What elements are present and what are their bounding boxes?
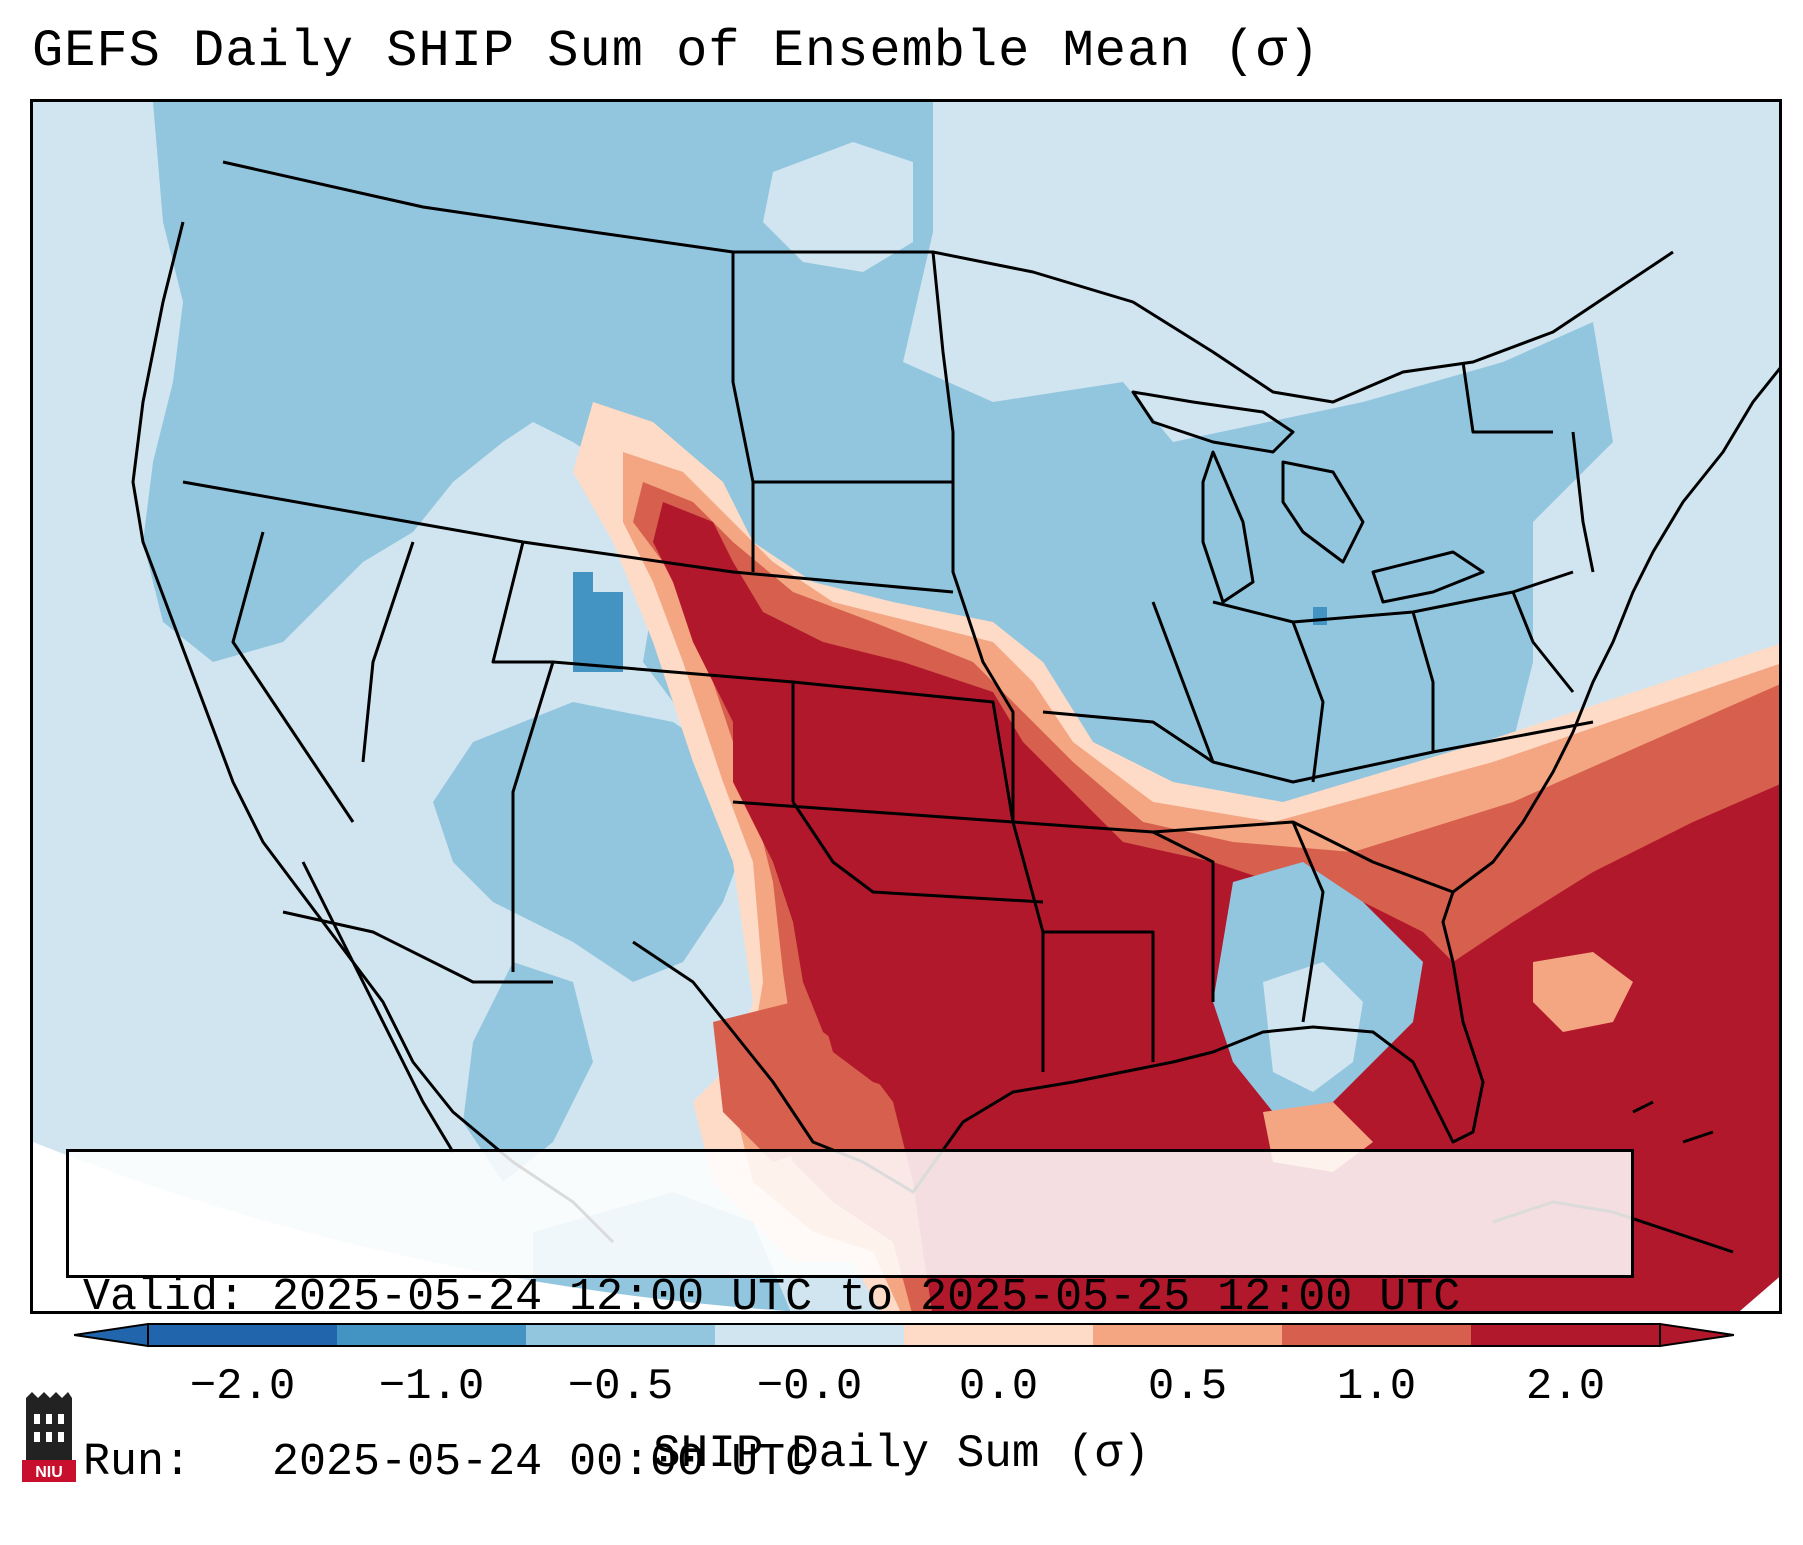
colorbar-segment — [526, 1324, 716, 1346]
colorbar-segment — [904, 1324, 1094, 1346]
colorbar-extend-low — [74, 1322, 149, 1348]
colorbar-tick-label: −2.0 — [189, 1362, 296, 1412]
colorbar-segment — [1282, 1324, 1472, 1346]
field-dark-blue — [573, 572, 1327, 672]
colorbar-extend-high — [1659, 1322, 1734, 1348]
chart-title: GEFS Daily SHIP Sum of Ensemble Mean (σ) — [32, 22, 1321, 81]
colorbar-tick-label: −0.0 — [756, 1362, 863, 1412]
run-value: 2025-05-24 00:00 UTC — [272, 1437, 813, 1488]
field-dark-red — [653, 502, 1779, 1311]
projection-edge-right — [1739, 1277, 1779, 1311]
colorbar — [74, 1322, 1734, 1348]
niu-logo: NIU — [22, 1392, 76, 1482]
colorbar-segment — [715, 1324, 905, 1346]
colorbar-segments — [148, 1324, 1661, 1346]
run-label: Run: — [83, 1437, 192, 1488]
map-panel — [30, 99, 1782, 1314]
run-line: Run: 2025-05-24 00:00 UTC — [83, 1435, 1631, 1490]
colorbar-segment — [337, 1324, 527, 1346]
colorbar-tick-label: 2.0 — [1525, 1362, 1606, 1412]
logo-text: NIU — [35, 1464, 63, 1481]
colorbar-segment — [148, 1324, 338, 1346]
colorbar-tick-label: 0.0 — [958, 1362, 1039, 1412]
valid-value: 2025-05-24 12:00 UTC to 2025-05-25 12:00… — [272, 1272, 1461, 1323]
colorbar-tick-label: 0.5 — [1147, 1362, 1228, 1412]
colorbar-tick-label: 1.0 — [1336, 1362, 1417, 1412]
colorbar-label: SHIP Daily Sum (σ) — [653, 1428, 1150, 1480]
valid-label: Valid: — [83, 1272, 246, 1323]
valid-line: Valid: 2025-05-24 12:00 UTC to 2025-05-2… — [83, 1270, 1631, 1325]
ship-map — [33, 102, 1779, 1311]
colorbar-segment — [1471, 1324, 1661, 1346]
colorbar-segment — [1093, 1324, 1283, 1346]
valid-run-info-box: Valid: 2025-05-24 12:00 UTC to 2025-05-2… — [66, 1149, 1634, 1488]
colorbar-tick-label: −1.0 — [378, 1362, 485, 1412]
colorbar-tick-label: −0.5 — [567, 1362, 674, 1412]
